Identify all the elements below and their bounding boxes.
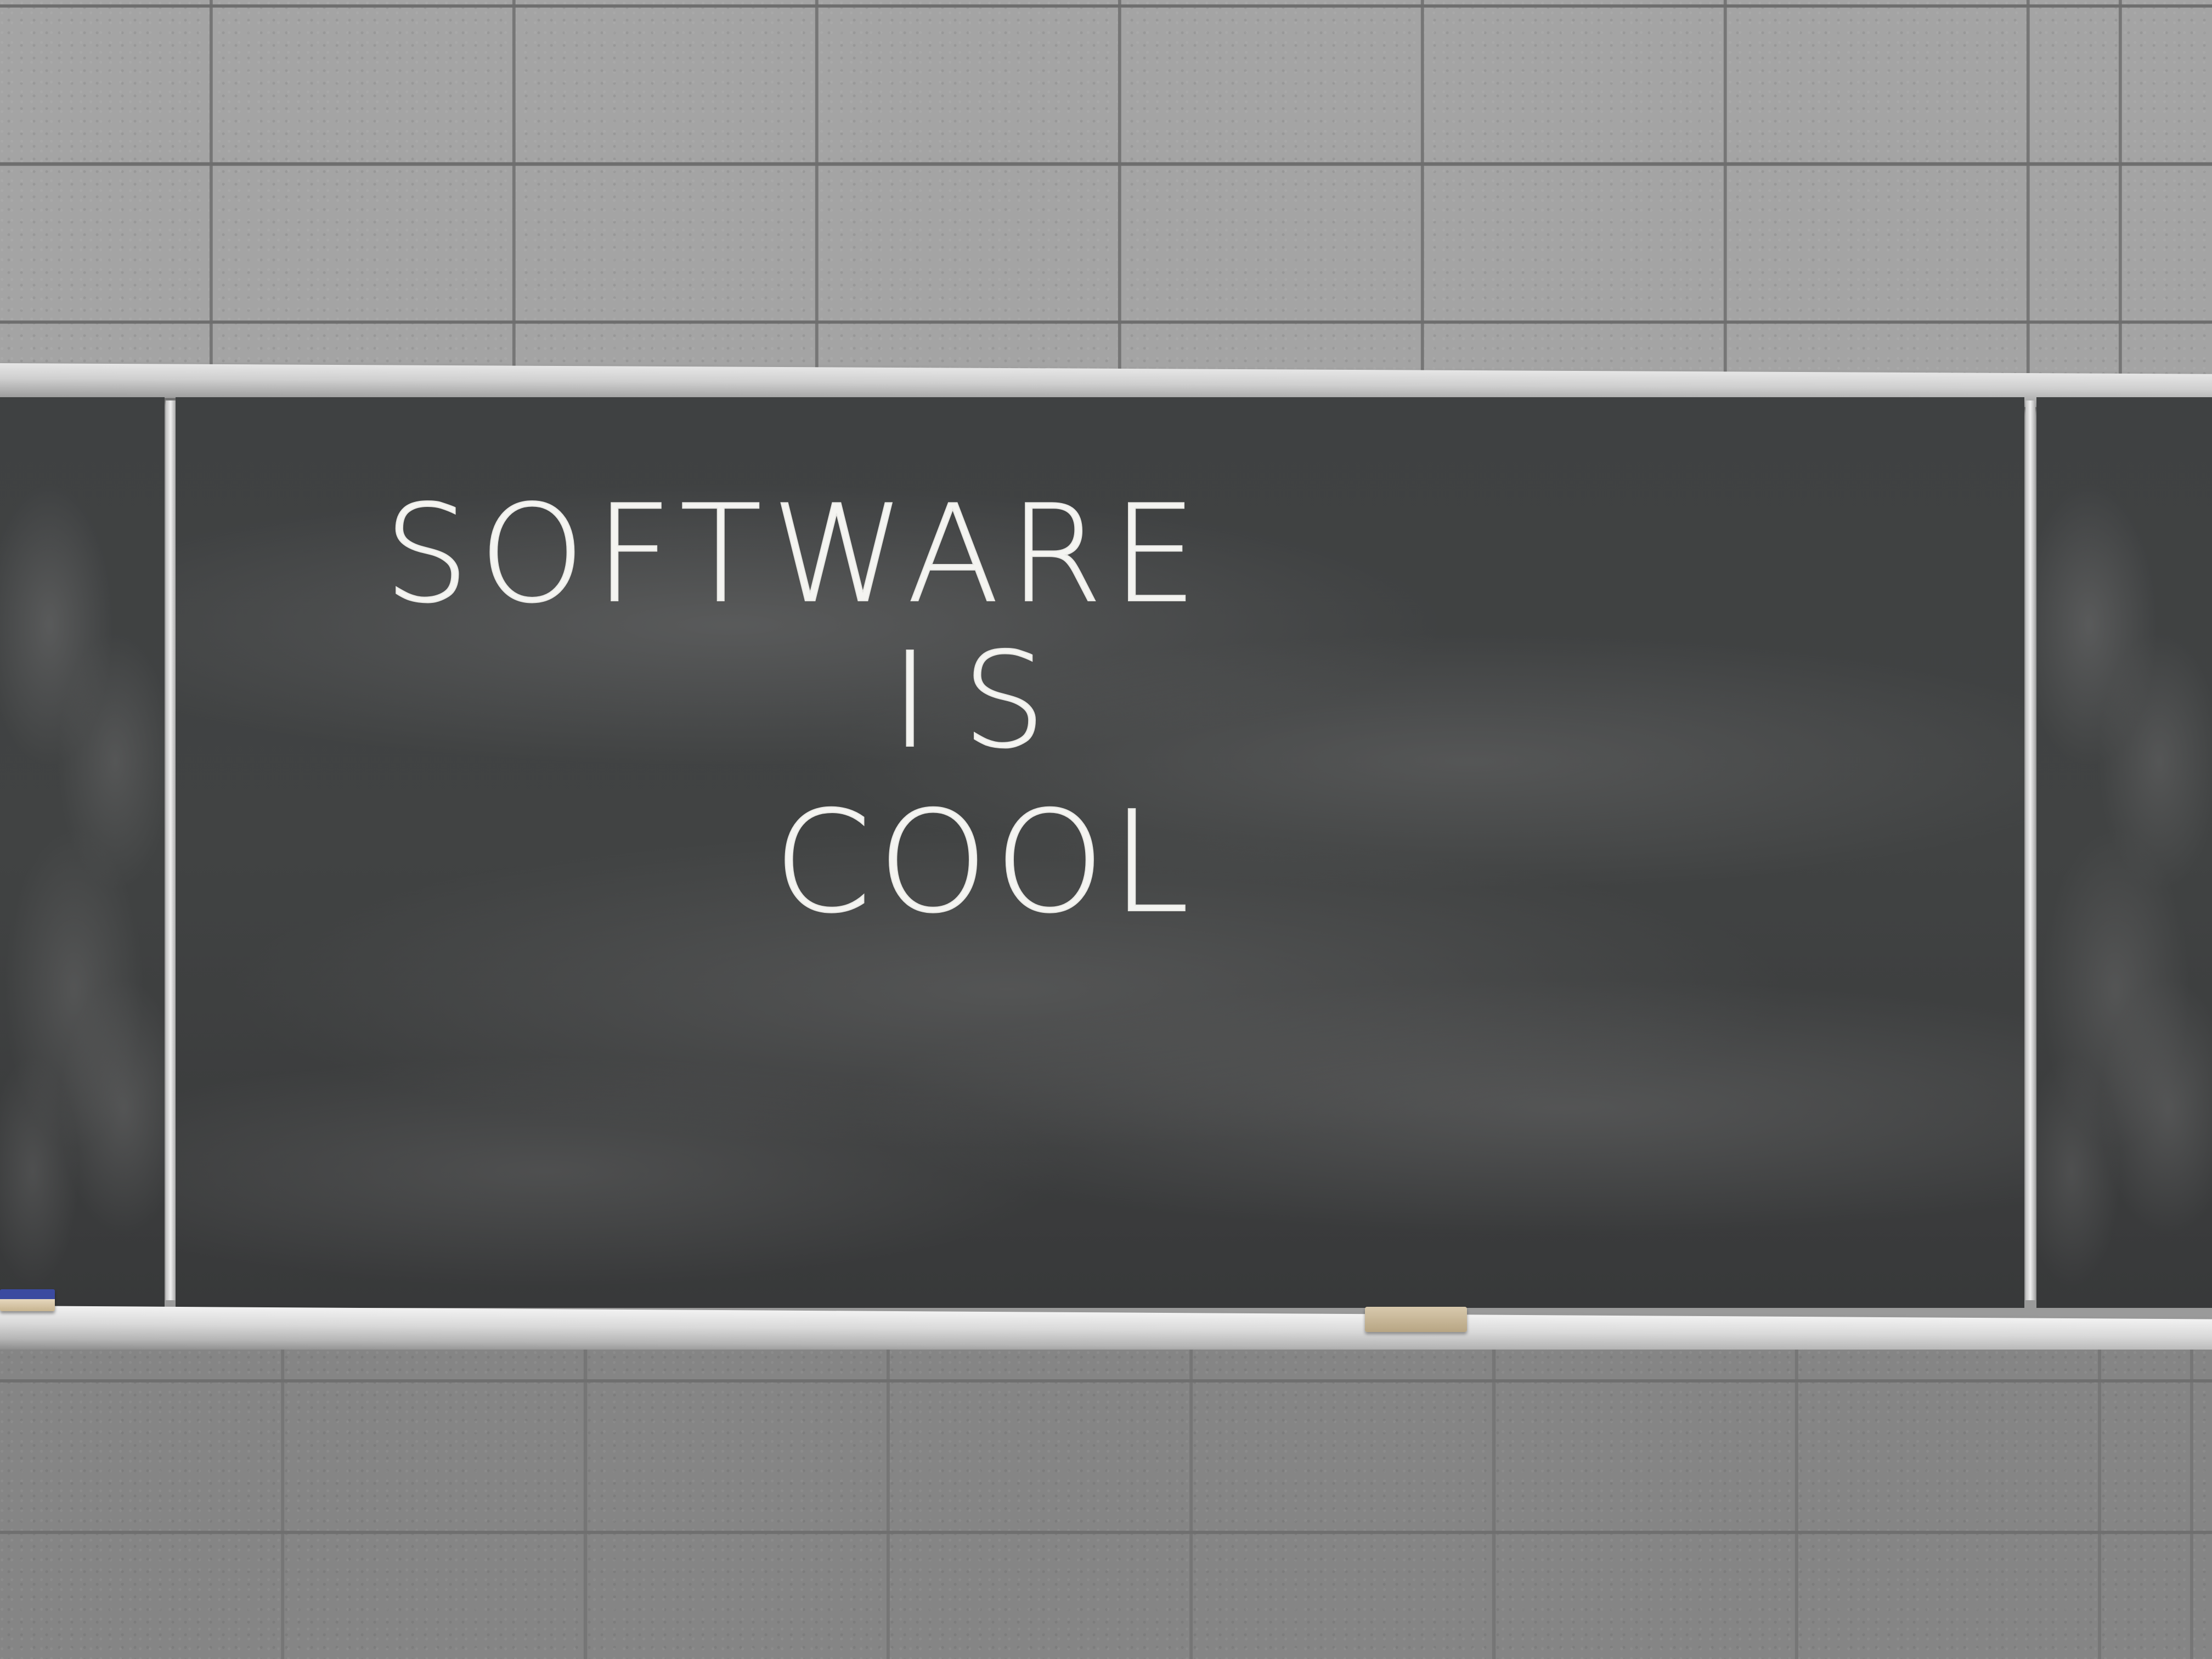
cinder-block-wall-top	[0, 0, 2212, 384]
chalkboard-main-panel	[176, 397, 2024, 1308]
chalk-line-cool: COOL	[774, 781, 1196, 944]
chalkboard-right-panel	[2036, 397, 2212, 1308]
chalk-line-software: SOFTWARE	[384, 476, 1207, 633]
board-divider-right	[2025, 400, 2035, 1300]
cinder-block-wall-bottom	[0, 1350, 2212, 1659]
eraser-right	[1365, 1307, 1467, 1332]
board-divider-left	[166, 400, 176, 1300]
eraser-left	[0, 1289, 55, 1311]
chalk-line-is: IS	[890, 624, 1079, 777]
chalkboard-left-panel	[0, 397, 165, 1308]
